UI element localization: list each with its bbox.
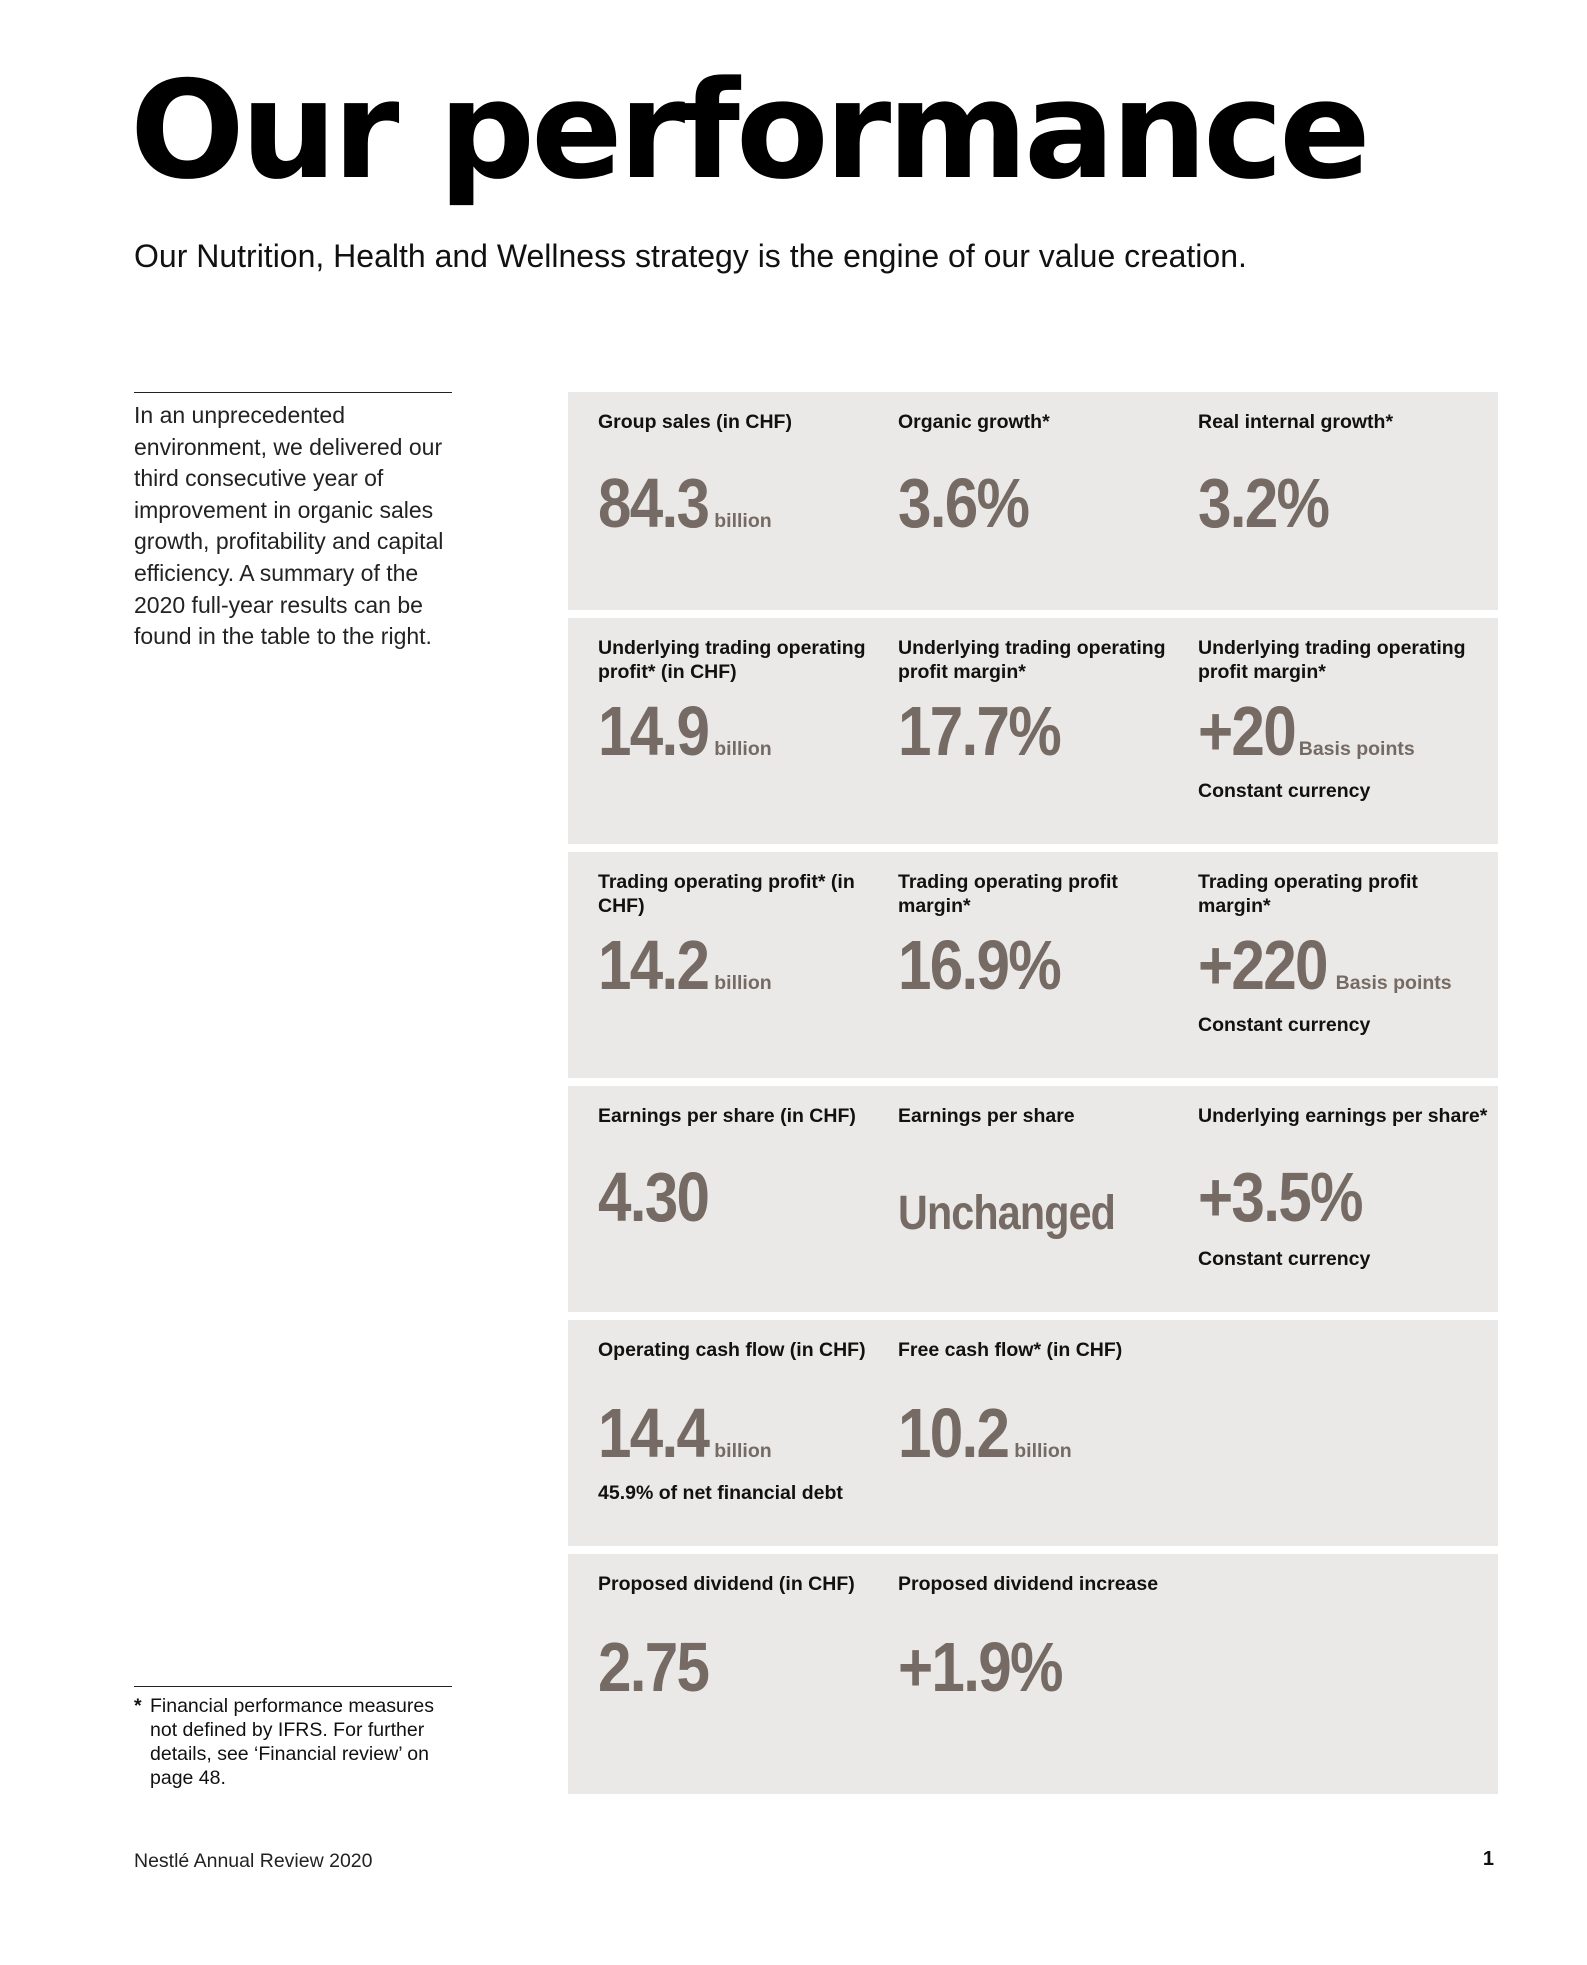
metric-label: Trading operating profit margin*: [898, 871, 1118, 917]
footnote-marker: *: [134, 1695, 142, 1717]
metric-label: Trading operating profit* (in CHF): [598, 871, 855, 917]
metric-organic-growth: Organic growth* 3.6%: [898, 410, 1188, 538]
metric-eps: Earnings per share (in CHF) 4.30: [598, 1104, 888, 1232]
metric-label: Operating cash flow (in CHF): [598, 1339, 866, 1361]
metric-label: Proposed dividend (in CHF): [598, 1573, 855, 1595]
metric-note: Constant currency: [1198, 780, 1371, 802]
metric-label: Underlying trading operating profit* (in…: [598, 637, 866, 683]
page-title: Our performance: [130, 52, 1371, 209]
metric-value: 10.2: [898, 1394, 1010, 1472]
metric-label: Group sales (in CHF): [598, 411, 792, 433]
metric-trading-profit-margin-change: Trading operating profit margin* +220 Bas…: [1198, 870, 1488, 1036]
metric-value: +220: [1198, 926, 1328, 1004]
metric-value: Unchanged: [898, 1187, 1116, 1240]
metrics-panel-eps: Earnings per share (in CHF) 4.30 Earning…: [568, 1086, 1498, 1312]
metric-eps-change: Earnings per share Unchanged: [898, 1104, 1188, 1238]
metric-value: 16.9%: [898, 926, 1062, 1004]
metric-label: Underlying trading operating profit marg…: [1198, 637, 1466, 683]
metric-value: 4.30: [598, 1158, 710, 1236]
metric-value: 14.4: [598, 1394, 710, 1472]
metric-label: Real internal growth*: [1198, 411, 1394, 433]
metric-trading-profit-margin: Trading operating profit margin* 16.9%: [898, 870, 1188, 1000]
metric-unit: billion: [714, 972, 772, 994]
metric-label: Proposed dividend increase: [898, 1573, 1159, 1595]
metric-label: Organic growth*: [898, 411, 1050, 433]
metric-value: 3.6%: [898, 464, 1030, 542]
metrics-panel-cash-flow: Operating cash flow (in CHF) 14.4 billion…: [568, 1320, 1498, 1546]
footnote: * Financial performance measures not def…: [134, 1694, 464, 1790]
metrics-panel-group-sales: Group sales (in CHF) 84.3 billion Organic…: [568, 392, 1498, 610]
metric-dividend-increase: Proposed dividend increase +1.9%: [898, 1572, 1188, 1702]
metric-note: 45.9% of net financial debt: [598, 1482, 843, 1504]
metric-operating-cash-flow: Operating cash flow (in CHF) 14.4 billion…: [598, 1338, 888, 1504]
metric-underlying-top: Underlying trading operating profit* (in…: [598, 636, 888, 766]
metric-label: Underlying earnings per share*: [1198, 1105, 1488, 1127]
metric-label: Earnings per share (in CHF): [598, 1105, 856, 1127]
metric-note: Constant currency: [1198, 1014, 1371, 1036]
metric-proposed-dividend: Proposed dividend (in CHF) 2.75: [598, 1572, 888, 1702]
metric-real-internal-growth: Real internal growth* 3.2%: [1198, 410, 1488, 538]
metric-unit: Basis points: [1335, 972, 1452, 994]
metric-value: +1.9%: [898, 1628, 1064, 1706]
metric-label: Earnings per share: [898, 1105, 1075, 1127]
metric-value: +3.5%: [1198, 1158, 1364, 1236]
footnote-divider: [134, 1686, 452, 1687]
metric-value: 3.2%: [1198, 464, 1330, 542]
intro-divider: [134, 392, 452, 393]
metric-underlying-top-margin-change: Underlying trading operating profit marg…: [1198, 636, 1488, 802]
metrics-panel-underlying-top: Underlying trading operating profit* (in…: [568, 618, 1498, 844]
metric-unit: billion: [714, 510, 772, 532]
page-subtitle: Our Nutrition, Health and Wellness strat…: [134, 238, 1247, 274]
metric-value: 14.2: [598, 926, 710, 1004]
metric-trading-profit: Trading operating profit* (in CHF) 14.2 b…: [598, 870, 888, 1000]
footer-publication: Nestlé Annual Review 2020: [134, 1850, 373, 1872]
metric-unit: billion: [1014, 1440, 1072, 1462]
metric-unit: billion: [714, 738, 772, 760]
metric-unit: Basis points: [1298, 738, 1415, 760]
metric-value: 2.75: [598, 1628, 710, 1706]
metric-note: Constant currency: [1198, 1248, 1371, 1270]
metric-free-cash-flow: Free cash flow* (in CHF) 10.2 billion: [898, 1338, 1188, 1468]
metric-value: 84.3: [598, 464, 710, 542]
metrics-panel-dividend: Proposed dividend (in CHF) 2.75 Proposed…: [568, 1554, 1498, 1794]
metric-value: +20: [1198, 692, 1297, 770]
metric-value: 17.7%: [898, 692, 1062, 770]
metric-label: Underlying trading operating profit marg…: [898, 637, 1166, 683]
footnote-text: Financial performance measures not defin…: [150, 1695, 434, 1789]
metric-label: Trading operating profit margin*: [1198, 871, 1418, 917]
metric-group-sales: Group sales (in CHF) 84.3 billion: [598, 410, 888, 538]
metric-label: Free cash flow* (in CHF): [898, 1339, 1123, 1361]
page-number: 1: [1482, 1848, 1494, 1870]
metric-value: 14.9: [598, 692, 710, 770]
metric-underlying-top-margin: Underlying trading operating profit marg…: [898, 636, 1188, 766]
metrics-panel-trading-profit: Trading operating profit* (in CHF) 14.2 b…: [568, 852, 1498, 1078]
metric-unit: billion: [714, 1440, 772, 1462]
metric-underlying-eps: Underlying earnings per share* +3.5% Con…: [1198, 1104, 1488, 1270]
intro-paragraph: In an unprecedented environment, we deli…: [134, 402, 444, 650]
